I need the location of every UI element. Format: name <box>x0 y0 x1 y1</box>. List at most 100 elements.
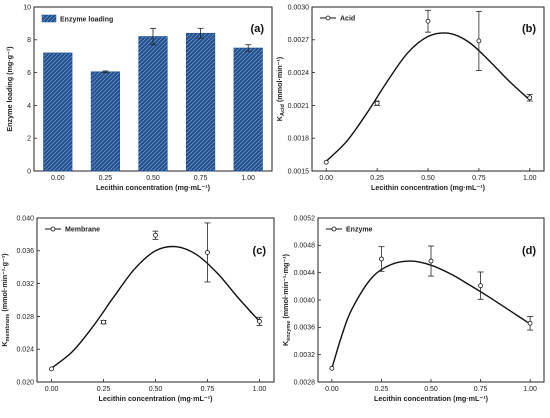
data-point <box>153 232 158 238</box>
legend-marker <box>325 15 331 21</box>
y-tick-label: 6 <box>27 70 31 77</box>
y-tick-label: 0.0028 <box>294 379 316 386</box>
y-tick-label: 0.0027 <box>288 37 310 44</box>
x-tick-label: 0.50 <box>421 175 435 182</box>
panel-label-a: (a) <box>251 23 265 35</box>
data-point <box>374 100 380 106</box>
y-tick-label: 0.0036 <box>294 325 316 332</box>
plot-frame <box>36 217 275 383</box>
y-tick-label: 0.0030 <box>288 4 310 11</box>
y-tick-label: 2 <box>27 136 31 143</box>
x-tick-label: 1.00 <box>253 386 267 393</box>
y-tick-label: 0.0052 <box>294 215 316 222</box>
legend-swatch <box>41 14 57 23</box>
y-axis-title-main: K <box>275 115 284 121</box>
data-point <box>323 159 329 165</box>
data-point <box>476 38 482 44</box>
y-tick-label: 0.0024 <box>288 70 310 77</box>
panel-d: 0.0028 0.0032 0.0036 0.0040 0.0044 0.0048 0.00… <box>281 215 545 403</box>
y-axis-title: Enzyme loading (mg·g⁻¹) <box>5 46 14 132</box>
x-tick-label: 0.50 <box>149 386 163 393</box>
y-axis-title-unit: (mmol·min⁻¹·mg⁻¹) <box>281 253 290 320</box>
y-tick-label: 8 <box>27 37 31 44</box>
data-point <box>329 365 335 371</box>
y-axis-title-unit: (mmol·min⁻¹) <box>275 56 284 104</box>
y-tick-label: 0.0032 <box>294 352 316 359</box>
x-tick-label: 0.25 <box>370 175 384 182</box>
data-point <box>478 283 483 289</box>
panel-label-d: (d) <box>522 245 536 257</box>
y-tick-label: 4 <box>27 103 31 110</box>
data-point <box>379 256 384 262</box>
x-axis-title: Lecithin concentration (mg·mL⁻¹) <box>371 183 486 192</box>
legend-marker <box>331 226 337 232</box>
data-point <box>49 366 54 372</box>
y-tick-label: 0.028 <box>16 314 34 321</box>
x-tick-label: 1.00 <box>523 175 537 182</box>
data-point <box>527 95 533 101</box>
y-tick-label: 10 <box>23 4 31 11</box>
fit-curve <box>51 245 260 369</box>
y-tick-label: 0.0040 <box>294 297 316 304</box>
x-axis-title: Lecithin concentration (mg·mL⁻¹) <box>374 394 489 403</box>
y-tick-label: 0.0015 <box>288 168 310 175</box>
y-axis-title-unit: (mmol·min⁻¹·g⁻¹) <box>0 253 9 314</box>
data-point <box>527 320 533 326</box>
x-tick-label: 0.50 <box>424 386 438 393</box>
x-tick-label: 0.75 <box>201 386 215 393</box>
x-axis-title: Lecithin concentration (mg·mL⁻¹) <box>99 394 214 403</box>
y-tick-label: 0.032 <box>16 281 34 288</box>
y-axis-title: Kenzyme (mmol·min⁻¹·mg⁻¹) <box>281 253 292 346</box>
panel-label-b: (b) <box>522 23 536 35</box>
fit-curve <box>331 260 531 369</box>
x-axis-title: Lecithin concentration (mg·mL⁻¹) <box>96 183 211 192</box>
x-tick-label: 0.00 <box>51 175 65 182</box>
data-point <box>425 18 431 24</box>
data-point <box>101 319 106 325</box>
data-point <box>205 250 210 255</box>
y-tick-label: 0.0021 <box>288 103 310 110</box>
legend-label: Enzyme <box>346 227 373 234</box>
x-tick-label: 1.00 <box>523 386 537 393</box>
x-tick-label: 0.75 <box>472 175 486 182</box>
x-tick-label: 0.00 <box>325 386 339 393</box>
y-axis-title: Kmembrane (mmol·min⁻¹·g⁻¹) <box>0 253 11 347</box>
plot-frame <box>317 217 545 383</box>
y-tick-label: 0.0048 <box>294 243 316 250</box>
y-axis-title-sub: membrane <box>5 314 11 342</box>
y-axis-title: KAcid (mmol·min⁻¹) <box>275 56 286 121</box>
bar <box>43 52 73 172</box>
x-tick-label: 0.00 <box>45 386 59 393</box>
bar <box>186 32 216 172</box>
y-tick-label: 0.0018 <box>288 136 310 143</box>
y-axis-title-sub: Acid <box>280 104 286 116</box>
panel-c: 0.020 0.024 0.028 0.032 0.036 0.040 0.00 0.25 0.… <box>0 215 275 403</box>
x-tick-label: 0.50 <box>146 175 160 182</box>
data-point <box>428 258 434 264</box>
x-tick-label: 0.25 <box>375 386 389 393</box>
y-tick-label: 0 <box>27 168 31 175</box>
fit-curve <box>325 32 531 162</box>
x-tick-label: 0.75 <box>474 386 488 393</box>
y-tick-label: 0.036 <box>16 248 34 255</box>
legend-label: Enzyme loading <box>60 17 113 24</box>
panel-b: 0.0015 0.0018 0.0021 0.0024 0.0027 0.0030 0.00… <box>275 4 545 192</box>
x-tick-label: 0.75 <box>194 175 208 182</box>
y-axis-title-main: K <box>0 341 9 347</box>
y-tick-label: 0.020 <box>16 379 34 386</box>
x-tick-label: 0.00 <box>319 175 333 182</box>
y-axis-title-sub: enzyme <box>286 321 292 341</box>
x-tick-label: 0.25 <box>99 175 113 182</box>
bar <box>90 71 120 172</box>
y-tick-label: 0.024 <box>16 347 34 354</box>
panel-label-c: (c) <box>253 245 267 257</box>
legend-label: Acid <box>340 16 355 23</box>
x-tick-label: 0.25 <box>97 386 111 393</box>
y-tick-label: 0.040 <box>16 215 34 222</box>
bar <box>233 47 263 172</box>
y-axis-title-main: K <box>281 340 290 346</box>
legend-marker <box>50 226 56 232</box>
panel-a: 0 2 4 6 8 10 0.00 0.25 0.50 0.75 1.00 Lecithin conc… <box>5 4 273 192</box>
data-point <box>257 318 262 324</box>
